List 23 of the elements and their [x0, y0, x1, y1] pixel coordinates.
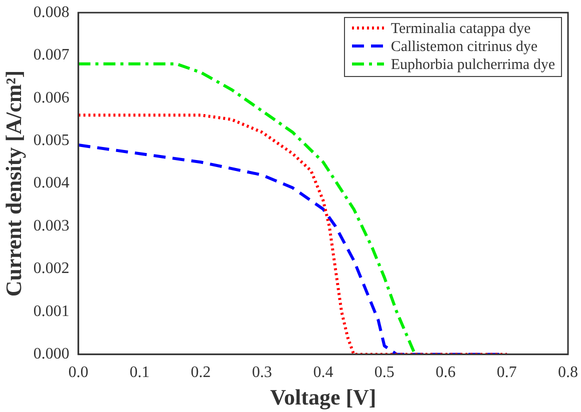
x-tick-label: 0.1: [130, 364, 150, 382]
y-tick-label: 0.006: [33, 89, 70, 106]
y-tick-label: 0.004: [33, 174, 70, 192]
x-tick-label: 0.3: [252, 364, 272, 382]
y-axis-title: Current density [A/cm²]: [0, 70, 26, 297]
y-tick-label: 0.005: [33, 132, 70, 149]
x-tick-label: 0.0: [68, 364, 88, 382]
y-tick-label: 0.002: [33, 260, 70, 278]
y-tick-label: 0.000: [33, 346, 70, 363]
legend-label: Euphorbia pulcherrima dye: [390, 56, 555, 73]
legend-label: Terminalia catappa dye: [390, 20, 531, 37]
y-tick-label: 0.007: [33, 46, 70, 64]
y-tick-label: 0.008: [33, 4, 70, 21]
x-axis-title: Voltage [V]: [270, 384, 376, 410]
legend-label: Callistemon citrinus dye: [390, 38, 538, 55]
x-tick-label: 0.8: [558, 364, 578, 382]
x-tick-label: 0.7: [496, 364, 517, 382]
x-tick-label: 0.5: [374, 364, 394, 382]
y-tick-label: 0.001: [33, 302, 70, 320]
x-tick-label: 0.2: [190, 364, 211, 382]
x-tick-label: 0.4: [313, 364, 334, 382]
y-tick-label: 0.003: [33, 217, 70, 234]
x-tick-label: 0.6: [436, 364, 456, 382]
